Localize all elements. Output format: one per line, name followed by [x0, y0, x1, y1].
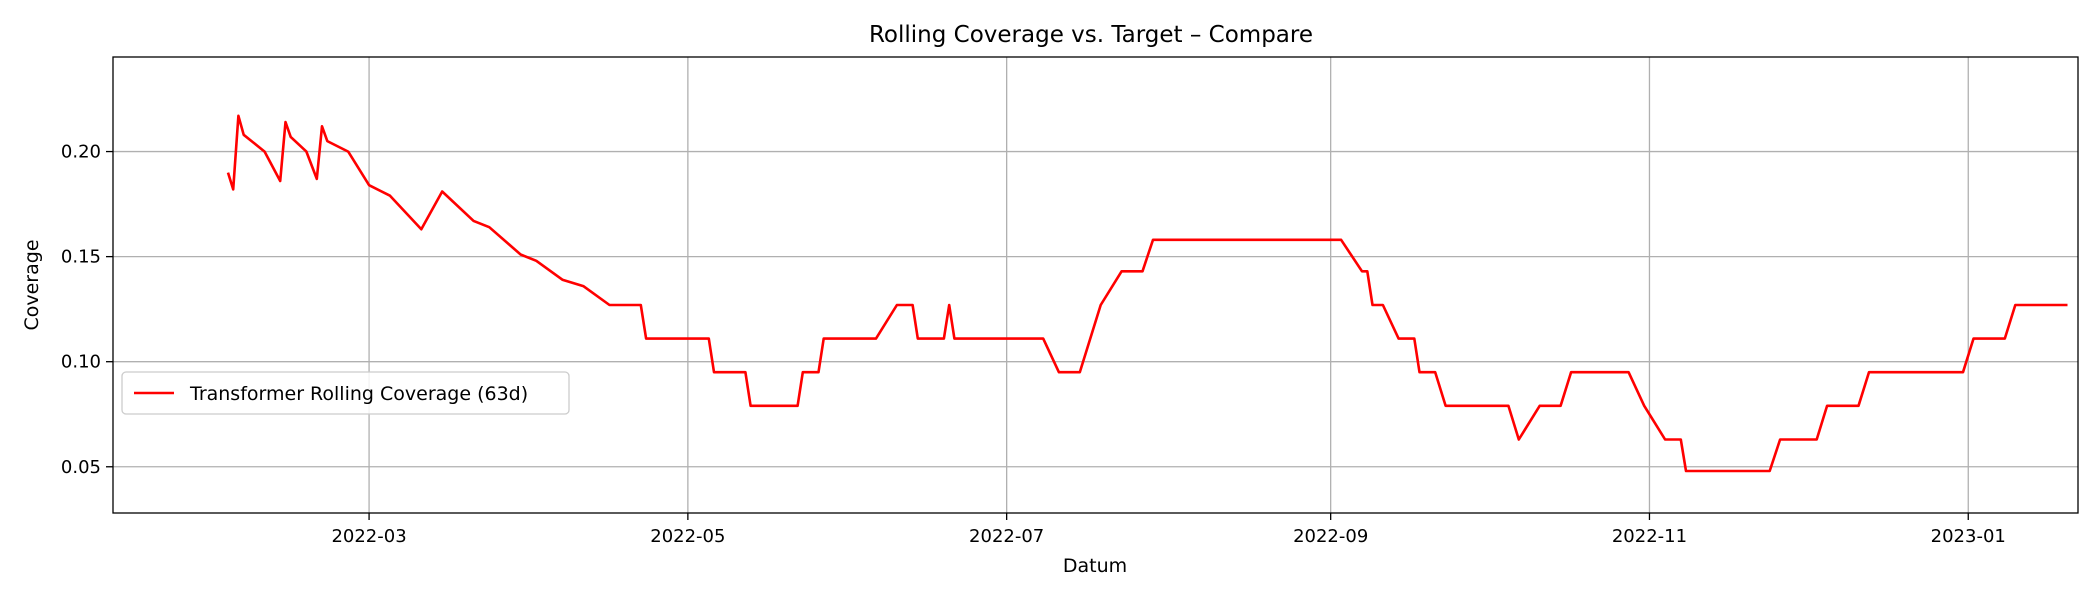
x-tick-label: 2022-07 — [969, 526, 1044, 547]
y-tick-label: 0.20 — [61, 142, 101, 163]
y-axis-label: Coverage — [21, 239, 43, 330]
legend-label: Transformer Rolling Coverage (63d) — [189, 383, 528, 405]
plot-frame — [112, 56, 2079, 514]
x-tick-label: 2022-11 — [1612, 526, 1687, 547]
legend: Transformer Rolling Coverage (63d) — [121, 371, 570, 415]
legend-box — [121, 371, 570, 415]
y-axis-ticks: 0.05 0.10 0.15 0.20 — [61, 142, 113, 478]
x-axis-label: Datum — [1063, 555, 1127, 577]
x-tick-label: 2022-09 — [1293, 526, 1368, 547]
y-tick-label: 0.05 — [61, 457, 101, 478]
x-tick-label: 2023-01 — [1931, 526, 2006, 547]
grid-lines — [113, 57, 2078, 513]
y-tick-label: 0.15 — [61, 247, 101, 268]
x-tick-label: 2022-05 — [650, 526, 725, 547]
x-axis-ticks: 2022-03 2022-05 2022-07 2022-09 2022-11 2023-… — [331, 513, 2006, 547]
series-lines — [226, 114, 2068, 473]
chart-title: Rolling Coverage vs. Target – Compare — [869, 22, 1313, 48]
y-tick-label: 0.10 — [61, 352, 101, 373]
x-tick-label: 2022-03 — [331, 526, 406, 547]
series-line-0 — [226, 114, 2068, 473]
